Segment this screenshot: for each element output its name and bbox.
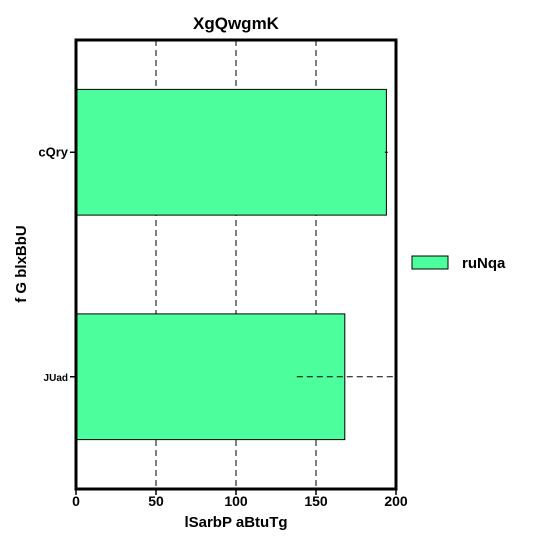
x-tick-label-100: 100 xyxy=(224,493,248,509)
legend-label: ruNqa xyxy=(462,255,506,272)
error-bars xyxy=(296,151,393,378)
legend-swatch xyxy=(411,255,449,270)
bar-JUad xyxy=(75,313,346,441)
x-tick-label-50: 50 xyxy=(148,493,164,509)
legend: ruNqa xyxy=(411,255,506,272)
y-axis-label: f G blxBbU xyxy=(13,225,30,303)
bar-cQry xyxy=(75,88,387,216)
x-axis-label: lSarbP aBtuTg xyxy=(184,514,287,531)
chart-title: XgQwgmK xyxy=(193,14,280,33)
bars xyxy=(75,88,387,441)
x-tick-label-150: 150 xyxy=(304,493,328,509)
x-tick-label-200: 200 xyxy=(384,493,408,509)
x-axis-ticks: 0 50 100 150 200 xyxy=(72,489,408,509)
y-axis-categories: cQry JUad xyxy=(38,144,76,384)
x-tick-label-0: 0 xyxy=(72,493,80,509)
y-tick-label-JUad: JUad xyxy=(44,373,68,384)
y-tick-label-cQry: cQry xyxy=(38,144,68,159)
